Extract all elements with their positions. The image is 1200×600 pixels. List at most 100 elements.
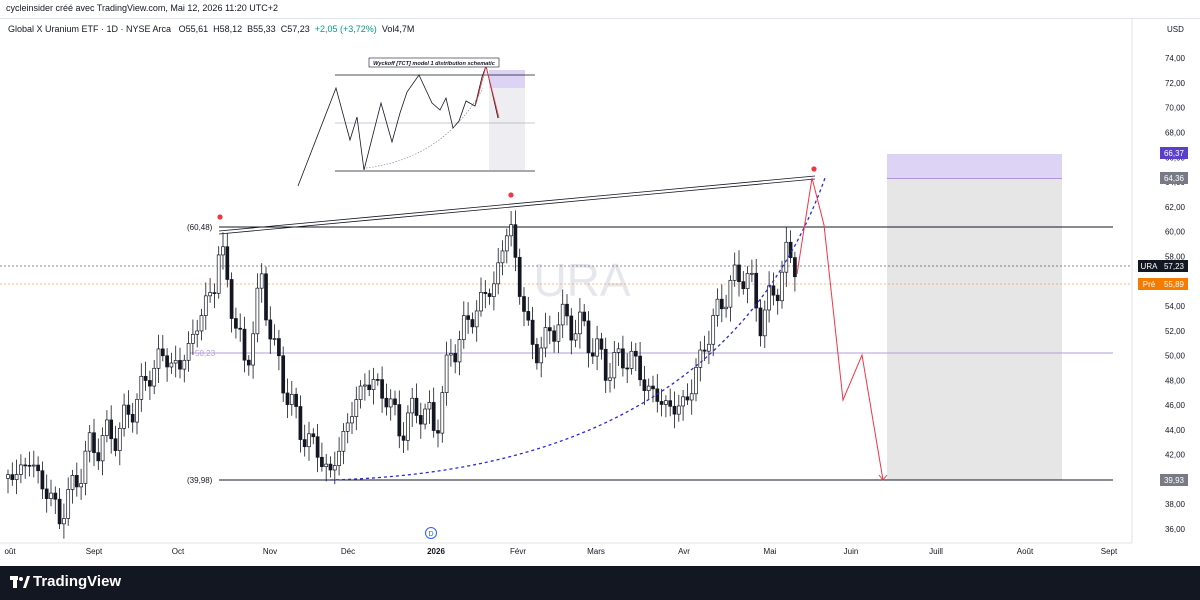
candle-body	[578, 311, 582, 335]
candle	[436, 419, 440, 448]
candle	[582, 303, 587, 327]
candle	[578, 298, 582, 349]
peak-marker-2	[508, 192, 514, 198]
candle-body	[466, 315, 470, 320]
candle	[418, 402, 423, 439]
candle	[646, 378, 651, 400]
candle	[517, 248, 522, 305]
candle-body	[70, 475, 75, 490]
candle-body	[659, 401, 664, 405]
candle-body	[724, 306, 728, 310]
candle	[238, 313, 243, 342]
footer-brand[interactable]: TradingView	[33, 573, 122, 590]
candle	[62, 503, 66, 539]
candle	[724, 294, 728, 318]
candle-body	[36, 464, 40, 472]
candle-body	[277, 338, 281, 357]
candle	[638, 341, 642, 387]
candle-body	[264, 273, 268, 321]
candle-body	[711, 315, 716, 345]
candle-body	[126, 404, 131, 415]
candle-body	[341, 430, 346, 452]
candle-body	[113, 438, 118, 451]
price-badge-entry	[1160, 172, 1188, 184]
legend-open: O55,61	[178, 24, 209, 34]
candle	[595, 325, 599, 371]
candle	[715, 288, 720, 327]
candle	[70, 469, 75, 504]
candle-body	[793, 257, 797, 278]
candle	[552, 325, 556, 353]
candle-body	[621, 348, 625, 369]
candle-body	[504, 235, 509, 252]
candle-body	[380, 379, 384, 399]
legend-low: B55,33	[247, 24, 276, 34]
candle-body	[556, 324, 561, 342]
candle	[676, 394, 681, 422]
candle	[182, 354, 187, 383]
candle	[14, 459, 19, 495]
y-tick-label: 50,00	[1165, 352, 1186, 361]
candle	[328, 456, 333, 478]
price-chart[interactable]: URA USD 36,0038,0040,0042,0044,0046,0048…	[0, 0, 1200, 566]
candle	[556, 312, 561, 353]
candle	[689, 379, 694, 415]
candle-body	[444, 354, 449, 393]
candle	[599, 332, 604, 360]
candle-body	[109, 419, 114, 440]
candle	[234, 307, 238, 339]
candle	[315, 423, 320, 473]
candle-body	[436, 430, 440, 434]
candle	[625, 353, 630, 384]
candle-body	[272, 338, 277, 340]
candle	[393, 390, 397, 416]
candle	[685, 383, 690, 405]
candle-body	[393, 398, 397, 405]
candle	[728, 275, 733, 322]
candle	[367, 370, 372, 397]
candle-body	[427, 402, 432, 410]
candle	[672, 391, 677, 429]
candle-body	[414, 397, 419, 416]
candle-body	[294, 393, 298, 407]
candle	[388, 389, 393, 421]
candle-body	[719, 298, 724, 310]
candle-body	[668, 400, 673, 407]
candle-body	[298, 406, 303, 440]
candle-body	[517, 256, 522, 297]
dividend-marker[interactable]	[425, 527, 437, 539]
candle	[530, 306, 535, 360]
candle-body	[96, 452, 101, 462]
candle-body	[522, 296, 526, 312]
projection-arrowhead	[878, 474, 888, 481]
candle-body	[629, 350, 634, 369]
candle	[57, 488, 62, 529]
candle	[165, 348, 169, 382]
peak-marker-3	[811, 166, 817, 172]
candle	[767, 271, 771, 323]
x-tick-label: Nov	[263, 547, 277, 556]
candle	[621, 335, 625, 377]
candle	[664, 395, 668, 418]
x-tick-label: Sept	[1101, 547, 1118, 556]
candle-body	[513, 224, 518, 258]
candle-body	[543, 327, 548, 349]
y-axis-ticks: 36,0038,0040,0042,0044,0046,0048,0050,00…	[1165, 54, 1186, 534]
candle-body	[186, 343, 191, 361]
candle-body	[31, 464, 36, 467]
candle	[195, 319, 200, 348]
candle	[384, 383, 389, 416]
candle-body	[143, 375, 148, 381]
candle	[6, 469, 10, 494]
upper-trendline-a	[218, 175, 816, 232]
candle-body	[23, 464, 28, 467]
candle	[702, 335, 707, 362]
candle	[509, 210, 513, 247]
candle	[105, 410, 109, 443]
candle-body	[642, 379, 647, 391]
candle	[23, 457, 28, 479]
price-badge-stop-text: 66,37	[1164, 149, 1185, 158]
candle	[143, 361, 148, 391]
symbol-legend[interactable]: Global X Uranium ETF · 1D · NYSE Arca O5…	[8, 24, 414, 34]
candle-body	[139, 375, 144, 400]
